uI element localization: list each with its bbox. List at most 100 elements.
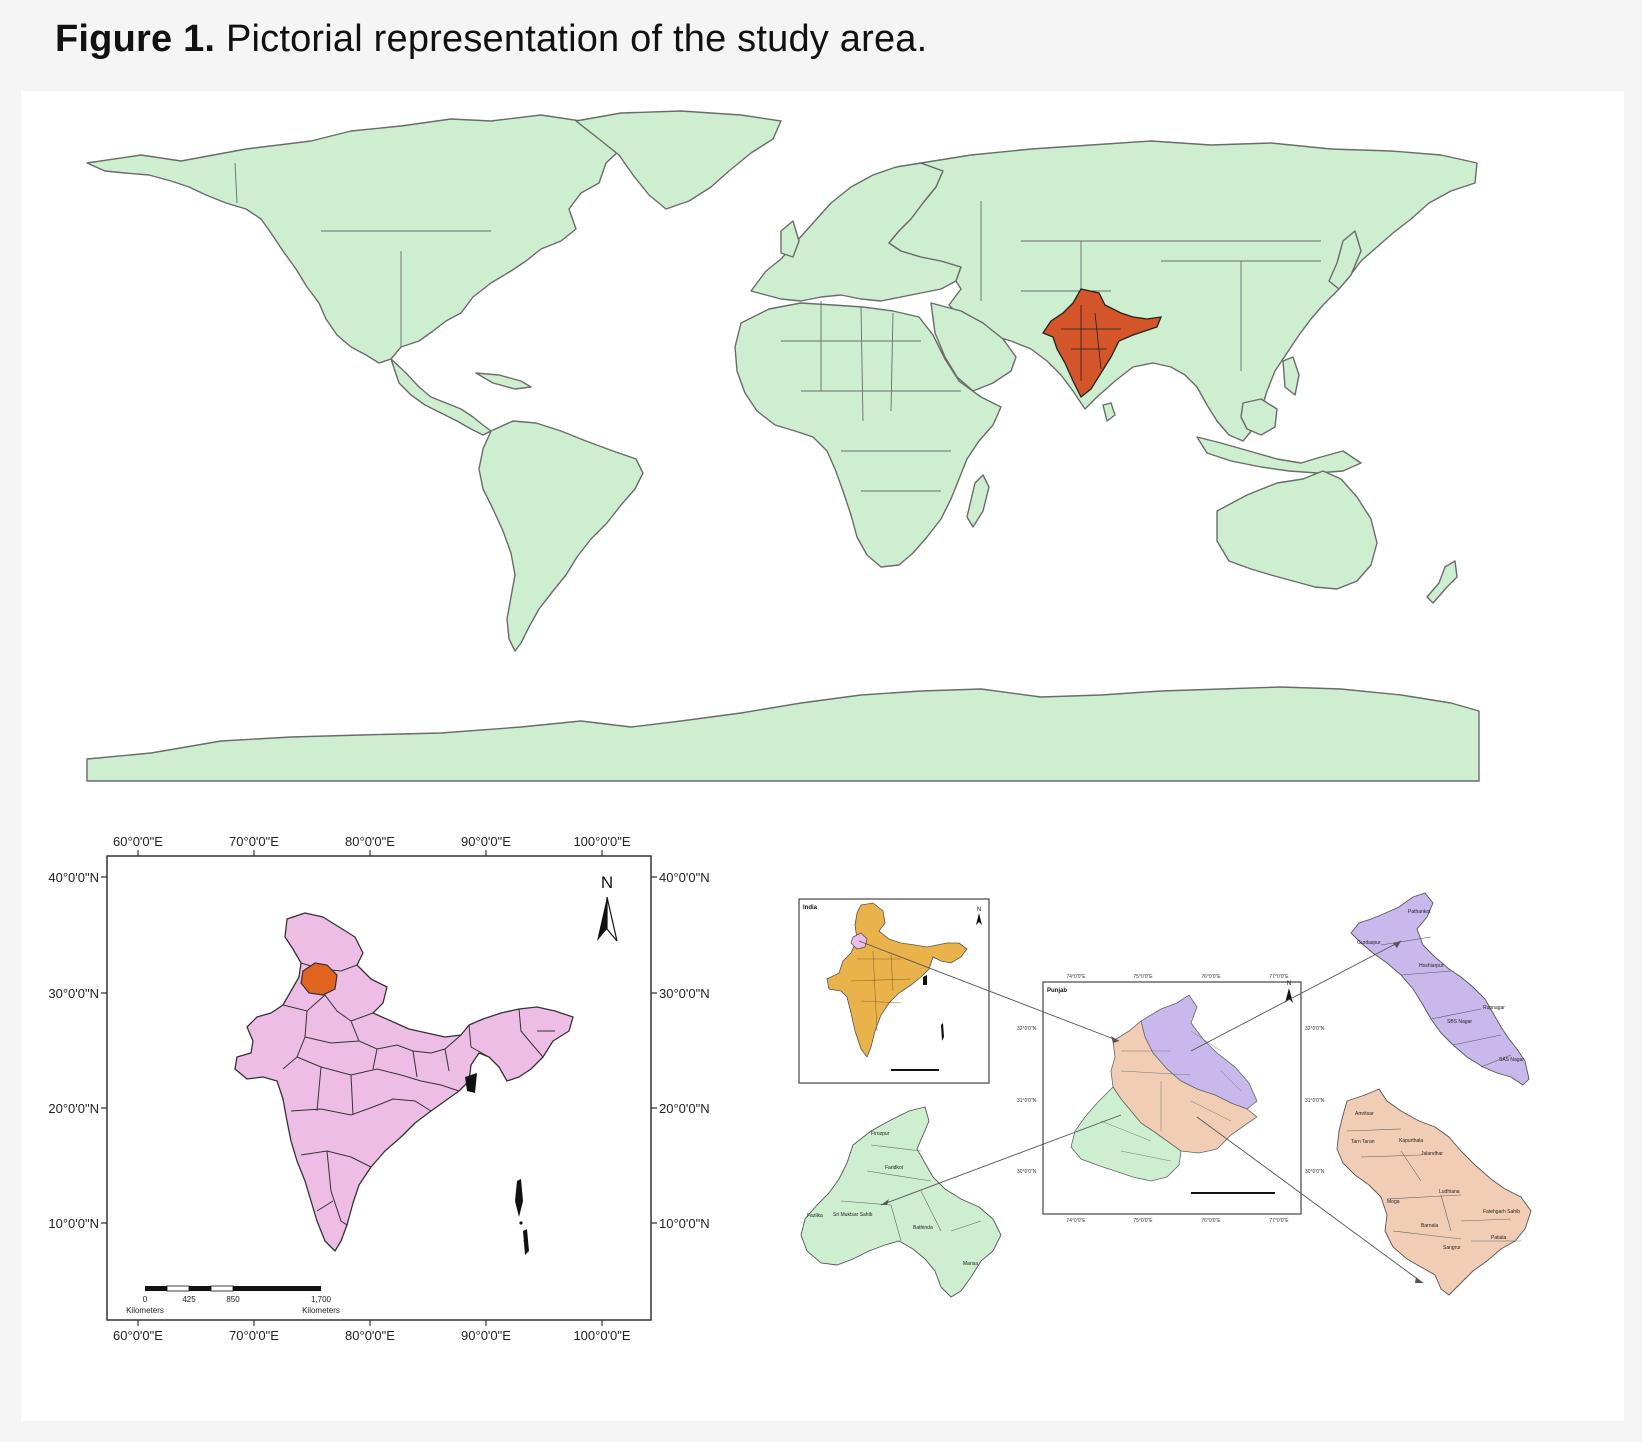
india-punjab-highlight <box>300 962 338 996</box>
district-label: Amritsar <box>1355 1111 1374 1117</box>
district-label: Moga <box>1387 1199 1400 1205</box>
district-label: Barnala <box>1421 1223 1438 1229</box>
india-left-tick-label: 40°0'0"N <box>48 870 99 885</box>
connector-india-punjab <box>858 940 1120 1042</box>
india-map-right-labels: 40°0'0"N 30°0'0"N 20°0'0"N 10°0'0"N <box>659 870 710 1231</box>
india-map-left-labels: 40°0'0"N 30°0'0"N 20°0'0"N 10°0'0"N <box>48 870 99 1231</box>
india-inset-north: N <box>977 907 981 913</box>
connector-punjab-central <box>1196 1116 1424 1284</box>
india-top-tick-label: 60°0'0"E <box>113 834 163 849</box>
punjab-right-tick: 31°0'0"N <box>1305 1098 1325 1104</box>
india-scale-bar: 0 425 850 1,700 Kilometers Kilometers <box>126 1285 340 1315</box>
india-right-tick-label: 20°0'0"N <box>659 1101 710 1116</box>
world-india-highlight <box>1042 288 1163 399</box>
antarctica <box>86 686 1480 782</box>
central-district-borders <box>1346 1128 1521 1242</box>
punjab-top-tick: 77°0'0"E <box>1269 974 1289 980</box>
punjab-top-tick: 74°0'0"E <box>1066 974 1086 980</box>
india-top-tick-label: 80°0'0"E <box>345 834 395 849</box>
world-borders <box>234 162 1321 492</box>
figure-svg: 60°0'0"E 70°0'0"E 80°0'0"E 90°0'0"E 100°… <box>48 110 1532 1343</box>
india-left-tick-label: 30°0'0"N <box>48 986 99 1001</box>
central-america <box>390 358 492 436</box>
punjab-bottom-tick: 76°0'0"E <box>1201 1218 1221 1224</box>
district-label: Sri Muktsar Sahib <box>833 1212 873 1218</box>
connector-punjab-north <box>1190 940 1402 1052</box>
india-inset: India N <box>798 898 990 1084</box>
district-label: Bathinda <box>913 1225 933 1231</box>
japan <box>1328 230 1362 290</box>
punjab-top-tick: 76°0'0"E <box>1201 974 1221 980</box>
philippines <box>1282 356 1300 396</box>
india-map-top-labels: 60°0'0"E 70°0'0"E 80°0'0"E 90°0'0"E 100°… <box>113 834 631 849</box>
arabia <box>930 302 1017 392</box>
district-label: Hoshiarpur <box>1419 963 1444 969</box>
punjab-bottom-tick: 74°0'0"E <box>1066 1218 1086 1224</box>
australia <box>1216 470 1378 590</box>
locator-map: India N Punjab 74°0'0"E 75°0'0"E 76°0'0"… <box>798 892 1532 1298</box>
figure-caption: Figure 1. Pictorial representation of th… <box>55 18 927 61</box>
punjab-left-tick: 31°0'0"N <box>1017 1098 1037 1104</box>
north-america <box>86 114 632 364</box>
india-shape <box>234 912 574 1252</box>
india-bottom-tick-label: 90°0'0"E <box>461 1328 511 1343</box>
punjab-left-tick: 32°0'0"N <box>1017 1026 1037 1032</box>
punjab-left-tick: 30°0'0"N <box>1017 1169 1037 1175</box>
uk <box>780 220 800 258</box>
india-right-tick-label: 30°0'0"N <box>659 986 710 1001</box>
india-right-tick-label: 40°0'0"N <box>659 870 710 885</box>
india-top-tick-label: 70°0'0"E <box>229 834 279 849</box>
sundarbans-dark <box>465 1073 477 1093</box>
north-arrow-icon <box>597 897 607 941</box>
district-label: Rupnagar <box>1483 1005 1505 1011</box>
india-map: 60°0'0"E 70°0'0"E 80°0'0"E 90°0'0"E 100°… <box>48 834 709 1343</box>
caribbean <box>475 372 532 390</box>
district-label: Ludhiana <box>1439 1189 1460 1195</box>
figure-panel: 60°0'0"E 70°0'0"E 80°0'0"E 90°0'0"E 100°… <box>21 91 1624 1421</box>
district-label: Gurdaspur <box>1357 940 1381 946</box>
punjab-north: N <box>1287 981 1291 987</box>
punjab-district-borders <box>1100 1030 1242 1162</box>
figure-label: Figure 1. <box>55 18 216 60</box>
scale-label: 1,700 <box>311 1295 332 1304</box>
india-bottom-tick-label: 70°0'0"E <box>229 1328 279 1343</box>
west-districts-shape <box>800 1106 1002 1298</box>
district-label: Jalandhar <box>1421 1151 1443 1157</box>
district-label: Kapurthala <box>1399 1138 1423 1144</box>
district-label: Firozpur <box>871 1131 890 1137</box>
borneo <box>1240 398 1278 436</box>
india-inset-borders <box>850 950 912 1032</box>
new-zealand <box>1426 560 1458 604</box>
india-right-tick-label: 10°0'0"N <box>659 1216 710 1231</box>
india-top-tick-label: 100°0'0"E <box>573 834 630 849</box>
greenland <box>575 110 782 210</box>
india-bottom-tick-label: 100°0'0"E <box>573 1328 630 1343</box>
india-top-tick-label: 90°0'0"E <box>461 834 511 849</box>
scale-label: 850 <box>226 1295 240 1304</box>
district-label: Tarn Taran <box>1351 1139 1375 1145</box>
border-lines <box>234 162 1321 492</box>
sri-lanka <box>1102 402 1116 422</box>
north-districts-shape <box>1350 892 1530 1086</box>
india-north-label: N <box>601 873 613 892</box>
punjab-north-icon <box>1285 988 1293 1003</box>
india-inset-north-icon <box>976 913 982 925</box>
district-label: Fatehgarh Sahib <box>1483 1209 1520 1215</box>
india-inset-title: India <box>803 905 818 911</box>
india-left-tick-label: 10°0'0"N <box>48 1216 99 1231</box>
punjab-right-tick: 32°0'0"N <box>1305 1026 1325 1032</box>
district-label: Faridkot <box>885 1165 904 1171</box>
district-label: Patiala <box>1491 1235 1507 1241</box>
district-label: Sangrur <box>1443 1245 1461 1251</box>
punjab-top-tick: 75°0'0"E <box>1133 974 1153 980</box>
figure-title: Pictorial representation of the study ar… <box>225 18 928 60</box>
north-districts: Pathankot Gurdaspur Hoshiarpur Rupnagar … <box>1350 892 1530 1086</box>
india-map-ticks <box>101 850 657 1326</box>
madagascar <box>966 474 990 528</box>
district-label: Pathankot <box>1408 909 1431 915</box>
scale-unit: Kilometers <box>302 1306 340 1315</box>
district-label: Mansa <box>963 1261 978 1267</box>
west-district-borders <box>840 1144 982 1242</box>
district-label: SAS Nagar <box>1499 1057 1524 1063</box>
india-bottom-tick-label: 60°0'0"E <box>113 1328 163 1343</box>
